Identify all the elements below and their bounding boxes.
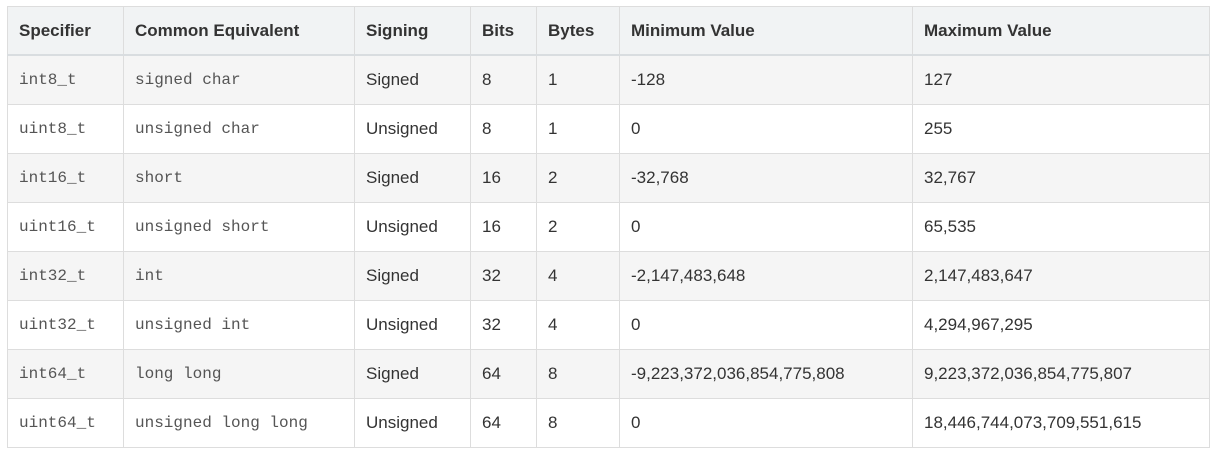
cell-minimum-value: 0 — [619, 104, 913, 154]
header-specifier: Specifier — [7, 6, 124, 56]
cell-maximum-value: 9,223,372,036,854,775,807 — [912, 349, 1210, 399]
cell-minimum-value: -32,768 — [619, 153, 913, 203]
header-maximum-value: Maximum Value — [912, 6, 1210, 56]
table-row: int32_t int Signed 32 4 -2,147,483,648 2… — [7, 251, 1210, 301]
cell-minimum-value: 0 — [619, 202, 913, 252]
cell-bytes: 1 — [536, 54, 620, 105]
cell-minimum-value: 0 — [619, 300, 913, 350]
cell-common-equivalent: short — [123, 153, 355, 203]
cell-maximum-value: 18,446,744,073,709,551,615 — [912, 398, 1210, 448]
table-body: int8_t signed char Signed 8 1 -128 127 u… — [7, 54, 1210, 448]
cell-bytes: 1 — [536, 104, 620, 154]
cell-bits: 32 — [470, 251, 537, 301]
table-row: int8_t signed char Signed 8 1 -128 127 — [7, 54, 1210, 105]
cell-specifier: int8_t — [7, 54, 124, 105]
table-row: uint64_t unsigned long long Unsigned 64 … — [7, 398, 1210, 448]
cell-bits: 8 — [470, 54, 537, 105]
cell-specifier: uint32_t — [7, 300, 124, 350]
cell-signing: Unsigned — [354, 300, 471, 350]
cell-common-equivalent: unsigned char — [123, 104, 355, 154]
cell-bytes: 4 — [536, 300, 620, 350]
cell-specifier: uint64_t — [7, 398, 124, 448]
cell-minimum-value: 0 — [619, 398, 913, 448]
cell-specifier: int32_t — [7, 251, 124, 301]
cell-bits: 16 — [470, 153, 537, 203]
cell-specifier: uint16_t — [7, 202, 124, 252]
integer-types-table: Specifier Common Equivalent Signing Bits… — [7, 6, 1210, 448]
cell-bits: 64 — [470, 349, 537, 399]
cell-signing: Signed — [354, 349, 471, 399]
cell-minimum-value: -9,223,372,036,854,775,808 — [619, 349, 913, 399]
cell-signing: Signed — [354, 54, 471, 105]
cell-signing: Signed — [354, 251, 471, 301]
cell-bits: 32 — [470, 300, 537, 350]
cell-specifier: uint8_t — [7, 104, 124, 154]
cell-maximum-value: 255 — [912, 104, 1210, 154]
cell-signing: Unsigned — [354, 202, 471, 252]
cell-maximum-value: 32,767 — [912, 153, 1210, 203]
cell-signing: Unsigned — [354, 398, 471, 448]
cell-maximum-value: 2,147,483,647 — [912, 251, 1210, 301]
cell-bits: 8 — [470, 104, 537, 154]
cell-common-equivalent: long long — [123, 349, 355, 399]
header-common-equivalent: Common Equivalent — [123, 6, 355, 56]
header-bits: Bits — [470, 6, 537, 56]
cell-maximum-value: 127 — [912, 54, 1210, 105]
cell-bytes: 4 — [536, 251, 620, 301]
cell-minimum-value: -128 — [619, 54, 913, 105]
header-signing: Signing — [354, 6, 471, 56]
header-bytes: Bytes — [536, 6, 620, 56]
table-row: uint16_t unsigned short Unsigned 16 2 0 … — [7, 202, 1210, 252]
cell-common-equivalent: unsigned int — [123, 300, 355, 350]
table-row: int16_t short Signed 16 2 -32,768 32,767 — [7, 153, 1210, 203]
cell-bytes: 8 — [536, 349, 620, 399]
table-header: Specifier Common Equivalent Signing Bits… — [7, 6, 1210, 56]
header-minimum-value: Minimum Value — [619, 6, 913, 56]
cell-minimum-value: -2,147,483,648 — [619, 251, 913, 301]
cell-common-equivalent: unsigned short — [123, 202, 355, 252]
cell-maximum-value: 4,294,967,295 — [912, 300, 1210, 350]
cell-signing: Unsigned — [354, 104, 471, 154]
cell-common-equivalent: signed char — [123, 54, 355, 105]
table-row: uint32_t unsigned int Unsigned 32 4 0 4,… — [7, 300, 1210, 350]
cell-specifier: int16_t — [7, 153, 124, 203]
cell-common-equivalent: int — [123, 251, 355, 301]
table-row: uint8_t unsigned char Unsigned 8 1 0 255 — [7, 104, 1210, 154]
cell-bits: 64 — [470, 398, 537, 448]
cell-bytes: 2 — [536, 153, 620, 203]
table-container: Specifier Common Equivalent Signing Bits… — [7, 6, 1210, 448]
cell-signing: Signed — [354, 153, 471, 203]
cell-bytes: 2 — [536, 202, 620, 252]
cell-common-equivalent: unsigned long long — [123, 398, 355, 448]
cell-specifier: int64_t — [7, 349, 124, 399]
cell-bytes: 8 — [536, 398, 620, 448]
cell-maximum-value: 65,535 — [912, 202, 1210, 252]
header-row: Specifier Common Equivalent Signing Bits… — [7, 6, 1210, 56]
cell-bits: 16 — [470, 202, 537, 252]
table-row: int64_t long long Signed 64 8 -9,223,372… — [7, 349, 1210, 399]
